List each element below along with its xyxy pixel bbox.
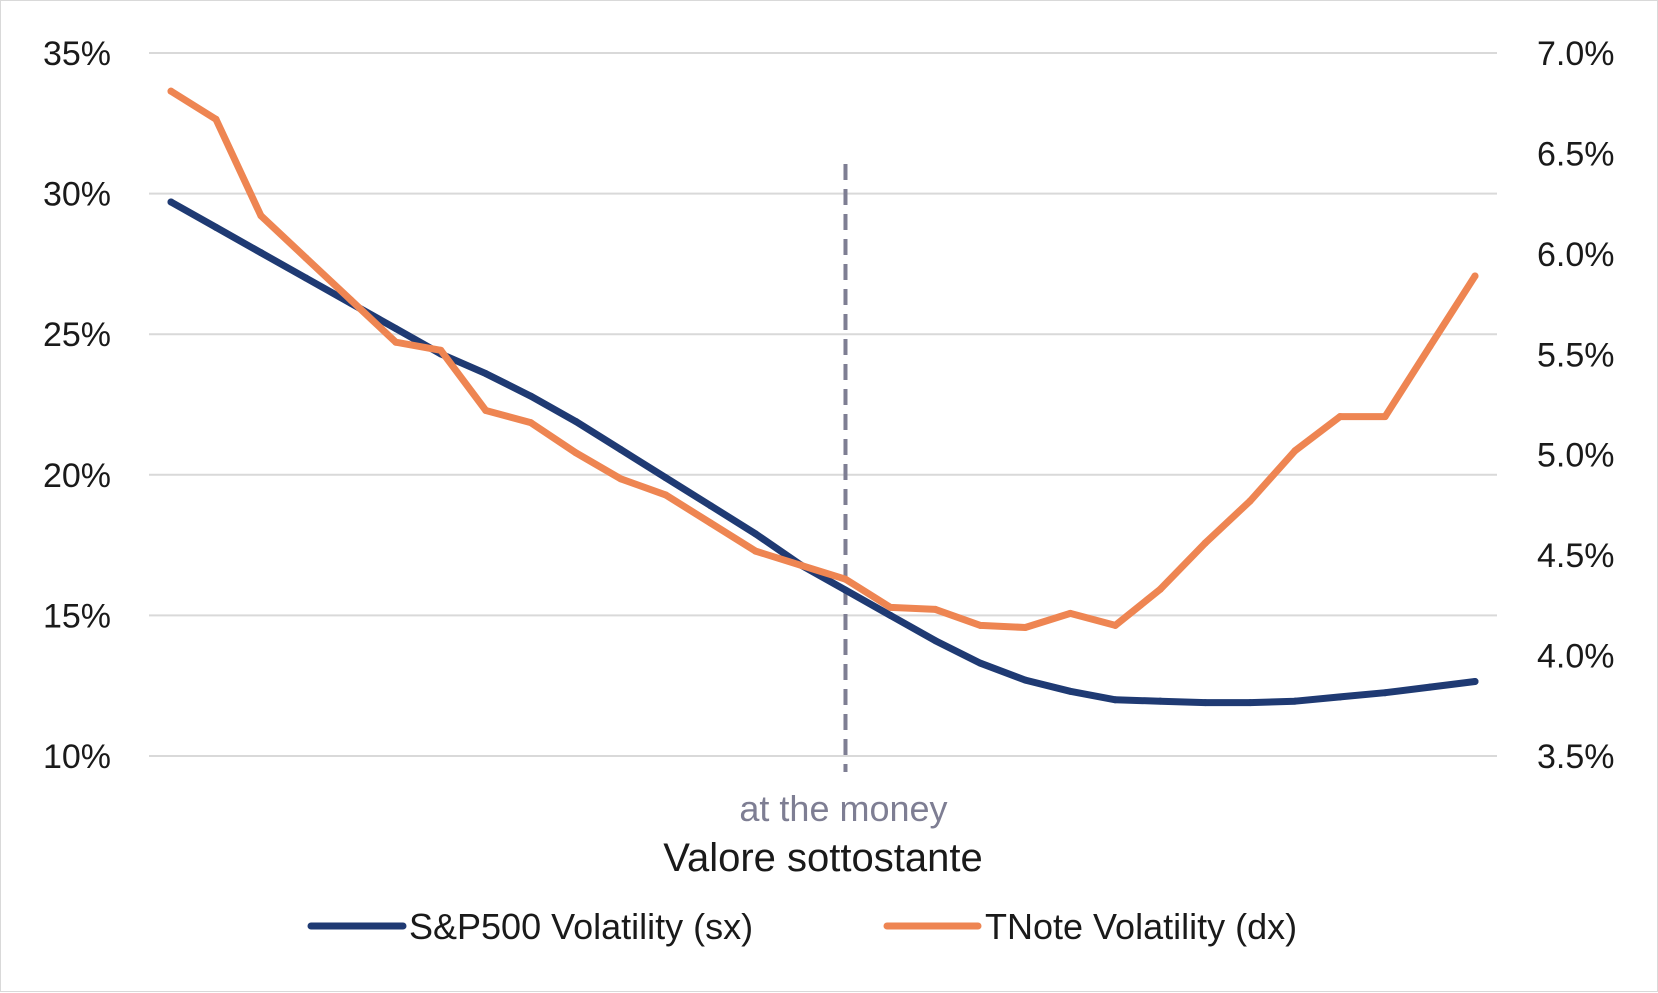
sp500-point — [392, 325, 400, 333]
sp500-point — [886, 611, 894, 619]
right-tick-label: 3.5% — [1537, 738, 1615, 776]
right-tick-label: 4.5% — [1537, 537, 1615, 575]
tnote-point — [617, 475, 625, 483]
tnote-point — [392, 338, 400, 346]
sp500-point — [662, 474, 670, 482]
tnote-point — [1291, 447, 1299, 455]
sp500-point — [167, 198, 175, 206]
legend: S&P500 Volatility (sx) TNote Volatility … — [307, 906, 1297, 947]
right-tick-label: 4.0% — [1537, 638, 1615, 676]
tnote-point — [1246, 497, 1254, 505]
left-tick-label: 10% — [43, 738, 111, 776]
sp500-point — [976, 659, 984, 667]
sp500-point — [931, 637, 939, 645]
right-tick-label: 6.0% — [1537, 236, 1615, 274]
sp500-point — [617, 445, 625, 453]
tnote-point — [437, 346, 445, 354]
tnote-point — [1426, 342, 1434, 350]
gridlines — [149, 52, 1497, 757]
right-tick-label: 7.0% — [1537, 35, 1615, 73]
sp500-point — [752, 530, 760, 538]
sp500-point — [212, 223, 220, 231]
atm-label: at the money — [739, 788, 947, 829]
left-tick-label: 15% — [43, 597, 111, 635]
series-lines — [167, 87, 1479, 707]
tnote-point — [1201, 539, 1209, 547]
sp500-point — [707, 502, 715, 510]
tnote-point — [1471, 272, 1479, 280]
tnote-point — [1066, 609, 1074, 617]
tnote-point — [797, 561, 805, 569]
tnote-point — [841, 575, 849, 583]
sp500-point — [1291, 697, 1299, 705]
tnote-point — [752, 547, 760, 555]
atm-line-group: at the money — [739, 164, 948, 829]
sp500-point — [841, 586, 849, 594]
left-tick-label: 35% — [43, 35, 111, 73]
sp500-point — [1111, 696, 1119, 704]
left-axis-ticks: 10% 15% 20% 25% 30% 35% — [43, 35, 111, 776]
tnote-point — [1156, 585, 1164, 593]
sp500-point — [572, 417, 580, 425]
tnote-point — [1336, 413, 1344, 421]
left-tick-label: 25% — [43, 316, 111, 354]
tnote-point — [886, 603, 894, 611]
left-tick-label: 30% — [43, 176, 111, 214]
tnote-point — [347, 296, 355, 304]
legend-label-tnote: TNote Volatility (dx) — [985, 906, 1297, 947]
sp500-point — [527, 392, 535, 400]
sp500-point — [1066, 687, 1074, 695]
sp500-point — [1201, 699, 1209, 707]
left-tick-label: 20% — [43, 457, 111, 495]
tnote-point — [1381, 413, 1389, 421]
tnote-point — [707, 519, 715, 527]
tnote-point — [167, 87, 175, 95]
right-axis-ticks: 3.5% 4.0% 4.5% 5.0% 5.5% 6.0% 6.5% 7.0% — [1537, 35, 1615, 776]
tnote-point — [302, 254, 310, 262]
tnote-point — [482, 407, 490, 415]
sp500-point — [257, 249, 265, 257]
sp500-point — [1336, 693, 1344, 701]
tnote-point — [976, 621, 984, 629]
tnote-volatility-line — [167, 87, 1479, 631]
right-tick-label: 5.5% — [1537, 336, 1615, 374]
legend-label-sp500: S&P500 Volatility (sx) — [409, 906, 753, 947]
tnote-point — [662, 491, 670, 499]
x-axis-label: Valore sottostante — [663, 836, 982, 880]
sp500-point — [1156, 697, 1164, 705]
tnote-point — [572, 449, 580, 457]
tnote-point — [257, 212, 265, 220]
sp500-point — [302, 274, 310, 282]
sp500-point — [1381, 689, 1389, 697]
tnote-point — [1111, 621, 1119, 629]
right-tick-label: 6.5% — [1537, 135, 1615, 173]
tnote-point — [527, 419, 535, 427]
tnote-point — [212, 115, 220, 123]
sp500-point — [1246, 699, 1254, 707]
sp500-point — [1471, 677, 1479, 685]
right-tick-label: 5.0% — [1537, 437, 1615, 475]
sp500-point — [1426, 683, 1434, 691]
tnote-point — [931, 605, 939, 613]
sp500-point — [482, 370, 490, 378]
sp500-volatility-line — [167, 198, 1479, 707]
tnote-point — [1021, 623, 1029, 631]
sp500-point — [1021, 676, 1029, 684]
